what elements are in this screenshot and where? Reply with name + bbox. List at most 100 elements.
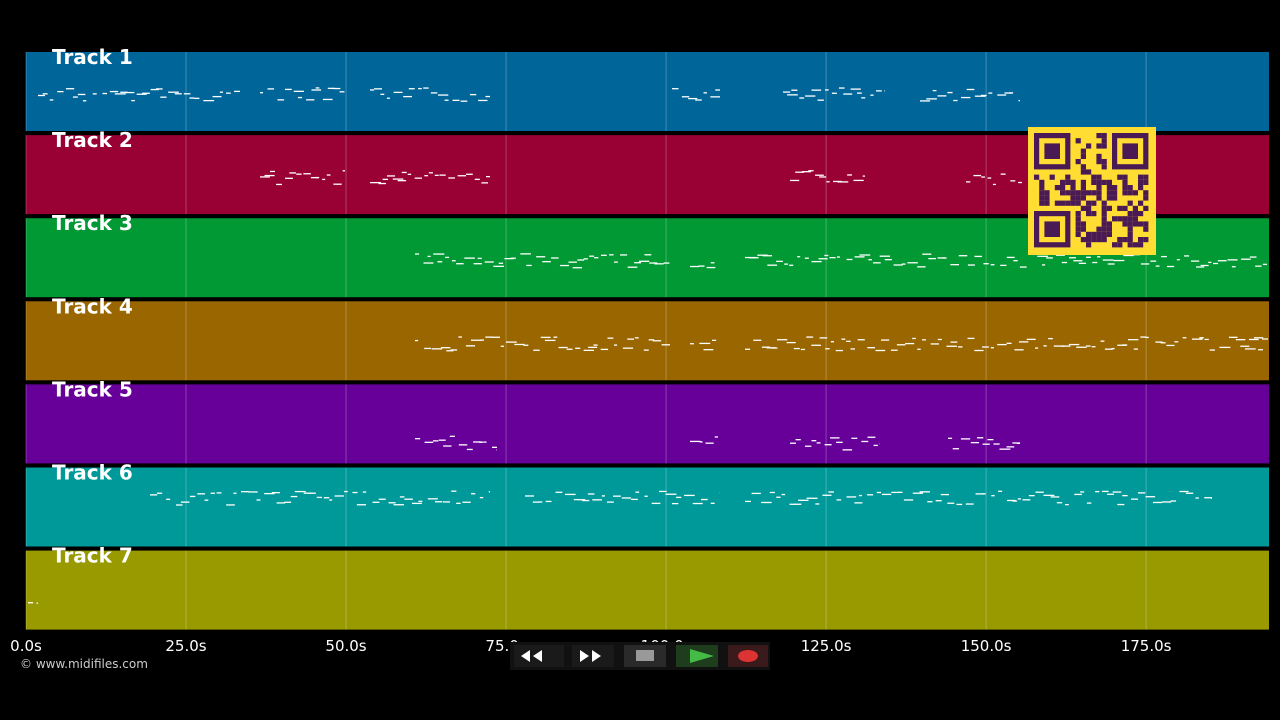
- qr-cell: [1101, 159, 1107, 165]
- note: [276, 183, 282, 186]
- note: [947, 502, 955, 504]
- qr-cell: [1106, 231, 1112, 237]
- note: [474, 178, 480, 181]
- note: [234, 90, 240, 93]
- forward-button[interactable]: [572, 645, 614, 667]
- note: [1217, 260, 1227, 262]
- note: [285, 177, 293, 179]
- note: [256, 499, 261, 501]
- note: [692, 502, 703, 505]
- note: [1069, 257, 1076, 259]
- qr-cell: [1101, 143, 1107, 149]
- note: [676, 496, 682, 499]
- note: [1006, 342, 1012, 344]
- note: [296, 173, 302, 175]
- qr-cell: [1112, 190, 1118, 196]
- qr-cell: [1101, 226, 1107, 232]
- rewind-button[interactable]: [514, 645, 564, 667]
- track-name: Track 1: [52, 45, 133, 69]
- qr-cell: [1054, 185, 1060, 191]
- qr-cell: [1127, 211, 1133, 217]
- time-tick-label: 0.0s: [10, 637, 42, 655]
- time-tick-label: 25.0s: [165, 637, 206, 655]
- qr-cell: [1122, 216, 1128, 222]
- note: [450, 349, 458, 351]
- note: [1262, 263, 1267, 266]
- note: [456, 502, 461, 504]
- note: [189, 97, 195, 99]
- note: [267, 88, 275, 90]
- note: [92, 93, 97, 95]
- note: [284, 88, 292, 91]
- note: [800, 348, 805, 351]
- note: [975, 493, 985, 495]
- note: [558, 346, 568, 349]
- note: [1155, 341, 1163, 343]
- note: [452, 99, 460, 101]
- note: [836, 441, 843, 443]
- stop-button[interactable]: [624, 645, 666, 667]
- qr-cell: [1075, 231, 1081, 237]
- qr-finder: [1122, 143, 1138, 159]
- note: [790, 179, 800, 182]
- note: [277, 99, 285, 101]
- note: [438, 439, 446, 441]
- qr-cell: [1132, 211, 1138, 217]
- note: [131, 99, 135, 102]
- note: [1208, 261, 1212, 264]
- note: [197, 493, 206, 495]
- note: [884, 90, 885, 92]
- note: [769, 491, 775, 494]
- qr-cell: [1122, 174, 1128, 180]
- note: [846, 340, 851, 342]
- note: [407, 173, 412, 175]
- qr-cell: [1044, 195, 1050, 201]
- note: [787, 94, 798, 96]
- note: [988, 92, 993, 94]
- qr-cell: [1122, 185, 1128, 191]
- note: [681, 96, 690, 98]
- note: [622, 347, 634, 349]
- play-button[interactable]: [676, 645, 718, 667]
- note: [329, 499, 333, 501]
- qr-cell: [1101, 179, 1107, 185]
- note: [1196, 266, 1205, 268]
- note: [500, 345, 505, 347]
- note: [1017, 442, 1020, 444]
- note: [948, 437, 953, 439]
- note: [846, 496, 857, 498]
- note: [627, 266, 638, 268]
- note: [469, 93, 477, 96]
- record-button[interactable]: [728, 645, 768, 667]
- note: [1037, 255, 1049, 257]
- note: [1204, 497, 1212, 499]
- note: [991, 495, 995, 497]
- note: [1043, 345, 1047, 347]
- qr-cell: [1049, 174, 1055, 180]
- note: [38, 94, 45, 97]
- note: [1035, 491, 1044, 493]
- qr-cell: [1060, 190, 1066, 196]
- note: [695, 99, 702, 101]
- note: [901, 263, 906, 265]
- note: [1170, 500, 1177, 502]
- note: [643, 349, 649, 351]
- track-name: Track 7: [52, 544, 133, 568]
- note: [339, 91, 345, 93]
- note: [505, 341, 517, 343]
- note: [825, 348, 830, 350]
- note: [445, 256, 450, 259]
- note: [811, 89, 822, 91]
- note: [470, 339, 482, 341]
- note: [434, 174, 439, 176]
- note: [1035, 347, 1039, 349]
- note: [404, 498, 413, 500]
- note: [418, 87, 422, 90]
- qr-cell: [1075, 200, 1081, 206]
- note: [1128, 339, 1139, 341]
- note: [437, 261, 443, 263]
- note: [826, 181, 830, 183]
- note: [415, 253, 420, 255]
- note: [805, 95, 816, 97]
- note: [155, 88, 163, 90]
